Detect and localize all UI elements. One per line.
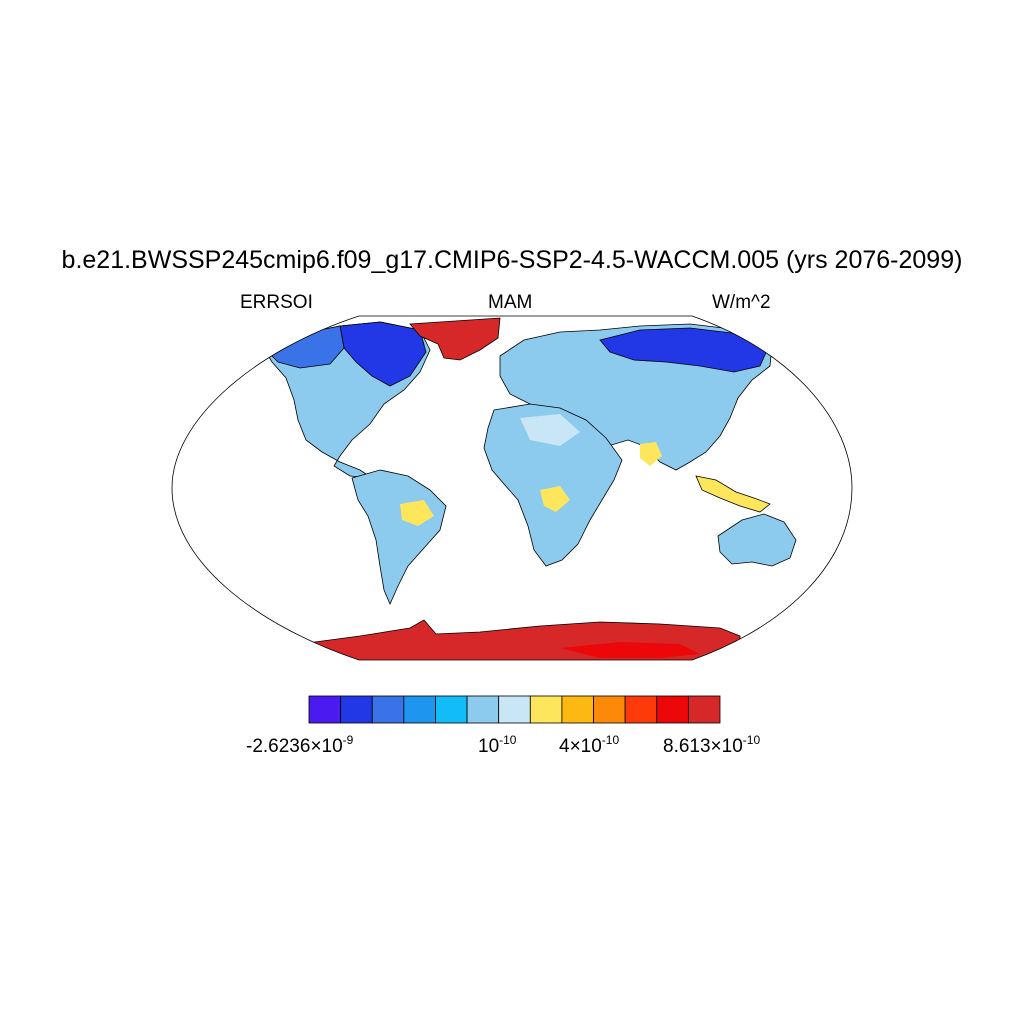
greenland (409, 317, 501, 361)
colorbar-swatch-8 (561, 695, 594, 724)
plot-title: b.e21.BWSSP245cmip6.f09_g17.CMIP6-SSP2-4… (61, 246, 963, 274)
colorbar-label-min: -2.6236×10-9 (246, 733, 354, 757)
map-boundary (171, 315, 853, 661)
colorbar-swatch-12 (687, 695, 721, 724)
siberia (599, 327, 769, 373)
colorbar-swatch-10 (624, 695, 658, 724)
antarctica-core (560, 642, 700, 658)
colorbar-label-2: 4×10-10 (559, 733, 620, 757)
southeast-asia (695, 475, 771, 513)
units-label: W/m^2 (712, 292, 771, 313)
season-label: MAM (488, 292, 533, 313)
colorbar-swatch-11 (656, 695, 689, 724)
colorbar-swatch-4 (435, 695, 468, 724)
india-patch (640, 442, 662, 466)
colorbar-swatch-5 (466, 695, 500, 724)
colorbar-swatch-6 (498, 695, 531, 724)
sahara-patch (520, 414, 580, 446)
colorbar-swatch-0 (308, 695, 342, 724)
colorbar-swatch-3 (403, 695, 436, 724)
central-africa-patch (540, 486, 570, 512)
australia (717, 513, 797, 567)
africa (483, 403, 623, 567)
colorbar-swatch-2 (371, 695, 405, 724)
brazil-patch (400, 500, 434, 526)
colorbar-swatch-7 (529, 695, 563, 724)
colorbar-label-1: 10-10 (478, 733, 517, 757)
colorbar-swatch-9 (593, 695, 626, 724)
colorbar-swatch-1 (340, 695, 373, 724)
canada-arctic (339, 321, 427, 387)
colorbar-label-max: 8.613×10-10 (663, 733, 761, 757)
variable-name: ERRSOI (240, 292, 313, 313)
